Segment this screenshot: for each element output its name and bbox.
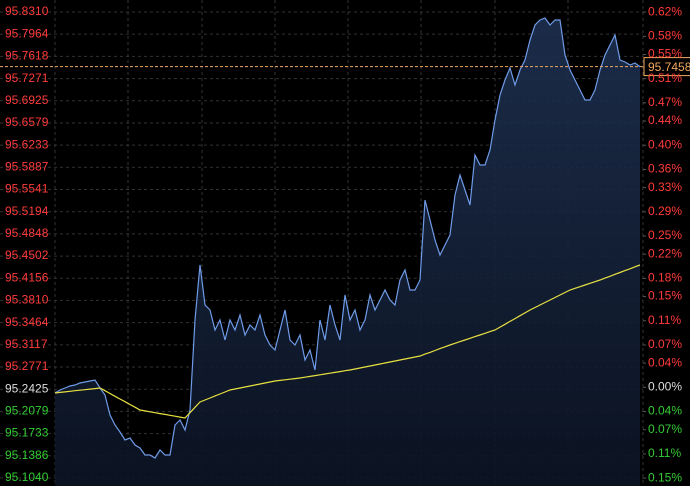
y2-tick-label: 0.51% <box>648 71 682 85</box>
y2-tick-label: 0.11% <box>648 313 681 327</box>
y-tick-label: 95.1733 <box>5 426 49 440</box>
y2-tick-label: 0.04% <box>648 404 682 418</box>
y2-tick-label: 0.33% <box>648 180 682 194</box>
y-tick-label: 95.4848 <box>5 226 49 240</box>
price-area <box>55 18 640 486</box>
y2-tick-label: 0.47% <box>648 95 682 109</box>
y-tick-label: 95.1386 <box>5 448 49 462</box>
y2-tick-label: 0.40% <box>648 137 682 151</box>
y-tick-label: 95.5887 <box>5 159 49 173</box>
y2-tick-label: 0.07% <box>648 422 682 436</box>
y-tick-label: 95.6925 <box>5 93 49 107</box>
y-tick-label: 95.8310 <box>5 4 49 18</box>
y-tick-label: 95.7964 <box>5 26 49 40</box>
y-tick-label: 95.4156 <box>5 270 49 284</box>
average-line <box>54 264 641 419</box>
y-tick-label: 95.2079 <box>5 404 49 418</box>
y2-tick-label: 0.44% <box>648 113 682 127</box>
y-tick-label: 95.3464 <box>5 315 49 329</box>
y2-tick-label: 0.18% <box>648 271 682 285</box>
last-price-label: 95.7458 <box>648 60 690 74</box>
y2-tick-label: 0.07% <box>648 337 682 351</box>
last-price-box <box>643 57 690 77</box>
price-line <box>54 17 641 459</box>
y-tick-label: 95.1040 <box>5 470 49 484</box>
y2-tick-label: 0.25% <box>648 228 682 242</box>
y2-tick-label: 0.15% <box>648 289 682 303</box>
y-tick-label: 95.6579 <box>5 115 49 129</box>
y2-tick-label: 0.36% <box>648 162 682 176</box>
y2-tick-label: 0.62% <box>648 4 682 18</box>
y-tick-label: 95.7618 <box>5 49 49 63</box>
y-tick-label: 95.5194 <box>5 204 49 218</box>
y2-tick-label: 0.29% <box>648 204 682 218</box>
y2-tick-label: 0.55% <box>648 47 682 61</box>
y2-tick-label: 0.22% <box>648 246 682 260</box>
y-tick-label: 95.2425 <box>5 381 49 395</box>
y2-tick-label: 0.11% <box>648 446 681 460</box>
y-tick-label: 95.7271 <box>5 71 49 85</box>
y-tick-label: 95.5541 <box>5 182 49 196</box>
y-tick-label: 95.2771 <box>5 359 49 373</box>
y-tick-label: 95.3117 <box>5 337 48 351</box>
y2-tick-label: 0.15% <box>648 470 682 484</box>
y-tick-label: 95.3810 <box>5 293 49 307</box>
y2-tick-label: 0.04% <box>648 355 682 369</box>
y2-tick-label: 0.00% <box>648 380 682 394</box>
y-tick-label: 95.4502 <box>5 248 49 262</box>
y2-tick-label: 0.58% <box>648 28 682 42</box>
y-tick-label: 95.6233 <box>5 137 49 151</box>
